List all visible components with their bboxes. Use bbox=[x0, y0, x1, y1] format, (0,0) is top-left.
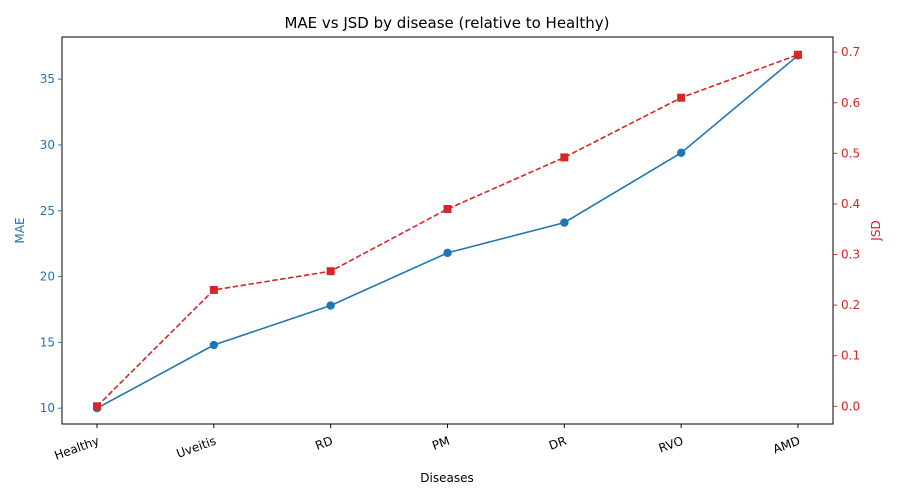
y-left-tick-label: 10 bbox=[40, 401, 55, 415]
y-right-tick-label: 0.5 bbox=[841, 146, 860, 160]
series-1-point bbox=[326, 301, 335, 310]
series-1-point bbox=[443, 248, 452, 258]
series-1-point bbox=[209, 340, 219, 350]
x-tick-label: DR bbox=[547, 434, 568, 453]
series-1-point bbox=[676, 148, 686, 158]
series-2-point bbox=[93, 402, 101, 411]
x-axis: Healthy Uveitis RD PM DR RVO AMD bbox=[53, 424, 802, 463]
y-right-tick-label: 0.2 bbox=[841, 298, 860, 312]
x-tick-label: RVO bbox=[657, 434, 685, 456]
x-tick-label: AMD bbox=[771, 434, 802, 457]
plot-frame bbox=[61, 36, 834, 425]
y-right-tick-label: 0.1 bbox=[841, 349, 860, 363]
y-left-tick-label: 30 bbox=[40, 138, 55, 152]
x-tick-label: RD bbox=[313, 434, 334, 453]
y-right-tick-label: 0.0 bbox=[841, 399, 860, 413]
y-left-tick-label: 15 bbox=[40, 335, 55, 349]
y-axis-right-label: JSD bbox=[869, 220, 883, 241]
series-2-line bbox=[96, 53, 799, 407]
series-2-point bbox=[326, 267, 335, 276]
x-tick-label: PM bbox=[430, 434, 451, 453]
y-left-tick-label: 35 bbox=[40, 72, 55, 86]
y-left-tick-label: 20 bbox=[40, 270, 55, 284]
y-right-tick-label: 0.7 bbox=[841, 45, 860, 59]
series-2-point bbox=[794, 50, 802, 59]
y-right-tick-label: 0.3 bbox=[841, 248, 860, 262]
series-layer bbox=[92, 50, 803, 413]
series-2-point bbox=[209, 285, 218, 294]
chart-title: MAE vs JSD by disease (relative to Healt… bbox=[284, 14, 609, 32]
x-tick-label: Healthy bbox=[53, 434, 101, 463]
x-axis-label: Diseases bbox=[420, 471, 473, 485]
series-2-point bbox=[677, 93, 686, 102]
y-left-tick-label: 25 bbox=[40, 204, 55, 218]
y-axis-left: 10 15 20 25 30 35 bbox=[40, 72, 62, 415]
y-right-tick-label: 0.4 bbox=[841, 197, 860, 211]
x-tick-label: Uveitis bbox=[175, 434, 218, 461]
y-axis-left-label: MAE bbox=[13, 217, 27, 243]
series-1-line bbox=[96, 54, 799, 409]
y-right-tick-label: 0.6 bbox=[841, 96, 860, 110]
series-2-point bbox=[560, 153, 569, 162]
series-2-point bbox=[443, 205, 452, 213]
y-axis-right: 0.0 0.1 0.2 0.3 0.4 0.5 0.6 0.7 bbox=[833, 45, 860, 413]
series-1-point bbox=[560, 218, 569, 227]
